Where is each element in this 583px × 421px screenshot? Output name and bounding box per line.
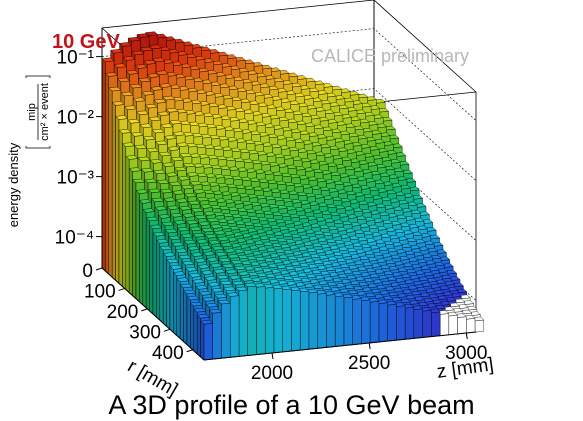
y-axis-label: energy density: [6, 142, 21, 227]
r-axis-line: [101, 267, 205, 361]
watermark: CALICE preliminary: [311, 46, 469, 66]
z-axis-tick-label: 3000: [445, 343, 487, 364]
r-axis-tick: [141, 308, 148, 312]
y-axis-label-main: energy density: [6, 142, 21, 227]
y-axis-unit: mip cm² × event: [25, 75, 51, 149]
figure-caption: A 3D profile of a 10 GeV beam: [108, 390, 475, 420]
chart-title: 10 GeV: [52, 31, 120, 53]
histogram-bar: [200, 320, 213, 361]
value-axis-tick-label: 10⁻²: [57, 108, 95, 129]
histogram-bars: [101, 31, 484, 361]
grid-line: [101, 88, 477, 181]
value-axis-tick-label: 10⁻¹: [57, 48, 95, 69]
grid-line: [101, 28, 477, 121]
value-axis-tick-label: 10⁻³: [57, 168, 95, 189]
r-axis-tick: [118, 287, 125, 291]
r-axis-tick-label: 0: [82, 261, 93, 282]
z-axis-line: [203, 331, 477, 361]
r-axis-tick: [163, 328, 171, 332]
r-axis-tick: [95, 267, 103, 271]
r-axis-tick-label: 400: [152, 343, 184, 364]
r-axis-tick: [186, 349, 193, 353]
y-axis-unit-numerator: mip: [26, 103, 38, 121]
r-axis-tick-label: 200: [107, 302, 139, 323]
z-axis-tick-label: 2000: [251, 363, 293, 384]
value-axis-tick-label: 10⁻⁴: [55, 228, 94, 249]
y-axis-unit-denominator: cm² × event: [39, 83, 51, 141]
z-axis-tick: [368, 342, 371, 350]
r-axis-tick-label: 100: [84, 281, 116, 302]
r-axis-tick-label: 300: [129, 322, 161, 343]
z-axis-tick: [465, 332, 468, 340]
z-axis-tick-label: 2500: [348, 353, 390, 374]
z-axis-tick: [271, 352, 274, 360]
